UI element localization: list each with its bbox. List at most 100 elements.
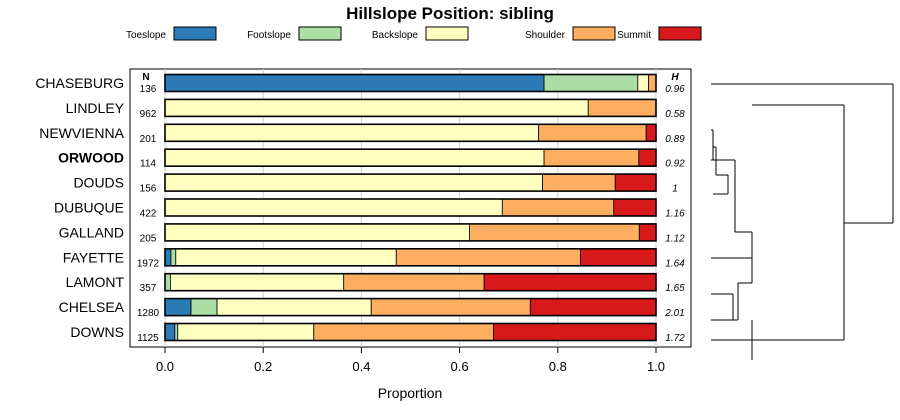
bar-segment-fayette-backslope xyxy=(175,248,397,267)
row-label-chaseburg: CHASEBURG xyxy=(35,75,124,91)
x-tick-label: 0.6 xyxy=(451,359,469,374)
bar-outline-fayette xyxy=(164,248,657,267)
bar-outline-lindley xyxy=(164,98,657,118)
bar-segment-chaseburg-backslope xyxy=(637,74,650,92)
h-value-lindley: 0.58 xyxy=(665,109,685,120)
bar-segment-fayette-summit xyxy=(579,248,657,267)
row-label-newvienna: NEWVIENNA xyxy=(39,125,124,141)
legend-swatch-backslope xyxy=(425,26,469,41)
bar-outline-chelsea xyxy=(164,297,657,317)
bar-outline-dubuque xyxy=(164,198,657,217)
h-column-header: H xyxy=(671,72,679,83)
bar-segment-lindley-backslope xyxy=(164,99,589,117)
h-value-fayette: 1.64 xyxy=(665,258,685,269)
dendrogram xyxy=(711,83,894,360)
row-label-downs: DOWNS xyxy=(70,324,124,340)
bar-segment-orwood-summit xyxy=(638,148,657,167)
x-tick-label: 0.0 xyxy=(156,359,174,374)
bar-outline-lamont xyxy=(164,272,657,292)
h-value-douds: 1 xyxy=(672,184,678,195)
n-value-newvienna: 201 xyxy=(140,134,157,145)
bar-segment-galland-backslope xyxy=(164,223,470,242)
h-value-galland: 1.12 xyxy=(665,233,685,244)
legend-label-footslope: Footslope xyxy=(247,30,291,41)
bar-segment-chelsea-backslope xyxy=(216,298,372,317)
row-label-lamont: LAMONT xyxy=(66,274,125,290)
bar-segment-newvienna-summit xyxy=(645,123,657,142)
legend: Toeslope Footslope Backslope Shoulder Summit xyxy=(126,26,702,41)
bar-segment-orwood-shoulder xyxy=(543,148,640,167)
n-value-chaseburg: 136 xyxy=(140,84,157,95)
bar-segment-orwood-backslope xyxy=(164,148,545,167)
bar-segment-chelsea-shoulder xyxy=(370,298,531,317)
bar-segment-newvienna-shoulder xyxy=(538,123,647,142)
bar-outline-douds xyxy=(164,173,657,192)
legend-swatch-shoulder xyxy=(572,26,616,41)
plot-frame xyxy=(129,68,692,348)
h-value-dubuque: 1.16 xyxy=(665,209,685,220)
bar-segment-chelsea-footslope xyxy=(190,298,218,317)
bar-segment-chaseburg-shoulder xyxy=(648,74,657,92)
n-column-header: N xyxy=(142,72,149,83)
bar-segment-downs-summit xyxy=(493,323,657,341)
legend-swatch-summit xyxy=(658,26,702,41)
bar-outline-newvienna xyxy=(164,123,657,143)
bar-segment-chaseburg-toeslope xyxy=(164,74,545,92)
bar-outline-chaseburg xyxy=(164,73,657,93)
row-label-lindley: LINDLEY xyxy=(66,100,125,116)
bar-segment-fayette-footslope xyxy=(170,248,177,267)
bar-segment-chelsea-summit xyxy=(529,298,657,317)
bar-segment-downs-footslope xyxy=(174,323,179,341)
bar-segment-lindley-shoulder xyxy=(587,99,657,117)
n-value-downs: 1125 xyxy=(137,333,159,344)
bar-segment-lamont-summit xyxy=(483,273,657,292)
h-value-lamont: 1.65 xyxy=(665,283,685,294)
bar-outline-orwood xyxy=(164,148,657,167)
h-value-newvienna: 0.89 xyxy=(665,134,685,145)
x-tick-label: 0.4 xyxy=(352,359,370,374)
h-value-chaseburg: 0.96 xyxy=(665,84,685,95)
x-axis-label: Proportion xyxy=(378,385,443,401)
bar-segment-fayette-toeslope xyxy=(164,248,172,267)
n-value-orwood: 114 xyxy=(140,159,156,170)
bar-segment-downs-toeslope xyxy=(164,323,176,341)
bar-outline-galland xyxy=(164,223,657,242)
row-label-dubuque: DUBUQUE xyxy=(54,200,124,216)
n-value-galland: 205 xyxy=(140,233,157,244)
bar-segment-galland-shoulder xyxy=(469,223,640,242)
bar-segment-downs-backslope xyxy=(177,323,315,341)
bar-segment-galland-summit xyxy=(638,223,657,242)
n-value-fayette: 1972 xyxy=(137,258,160,269)
h-value-downs: 1.72 xyxy=(665,333,685,344)
plot-area: N H CHASEBURG 136 0.96 LINDLEY 962 0.58 NEWVIENN… xyxy=(35,68,692,374)
bar-segment-downs-shoulder xyxy=(313,323,494,341)
bar-outline-downs xyxy=(164,322,657,342)
legend-label-toeslope: Toeslope xyxy=(126,30,166,41)
row-label-chelsea: CHELSEA xyxy=(59,299,125,315)
bar-segment-douds-shoulder xyxy=(542,173,616,192)
h-value-orwood: 0.92 xyxy=(665,159,685,170)
n-value-douds: 156 xyxy=(140,184,157,195)
legend-label-backslope: Backslope xyxy=(372,30,419,41)
legend-label-shoulder: Shoulder xyxy=(525,30,566,41)
n-value-lamont: 357 xyxy=(140,283,157,294)
legend-swatch-toeslope xyxy=(173,26,217,41)
bar-segment-chaseburg-footslope xyxy=(543,74,639,92)
bar-segment-newvienna-backslope xyxy=(164,123,540,142)
x-tick-label: 1.0 xyxy=(647,359,665,374)
legend-label-summit: Summit xyxy=(617,30,651,41)
bar-segment-douds-backslope xyxy=(164,173,543,192)
chart-title: Hillslope Position: sibling xyxy=(346,4,554,23)
bar-segment-lamont-backslope xyxy=(170,273,345,292)
bar-segment-dubuque-summit xyxy=(613,198,657,217)
row-label-orwood: ORWOOD xyxy=(58,150,124,166)
bar-segment-lamont-footslope xyxy=(164,273,171,292)
row-label-galland: GALLAND xyxy=(59,224,124,240)
h-value-chelsea: 2.01 xyxy=(664,308,684,319)
n-value-lindley: 962 xyxy=(140,109,157,120)
n-value-chelsea: 1280 xyxy=(137,308,160,319)
row-label-douds: DOUDS xyxy=(73,175,124,191)
bar-segment-dubuque-backslope xyxy=(164,198,503,217)
x-tick-label: 0.8 xyxy=(549,359,567,374)
